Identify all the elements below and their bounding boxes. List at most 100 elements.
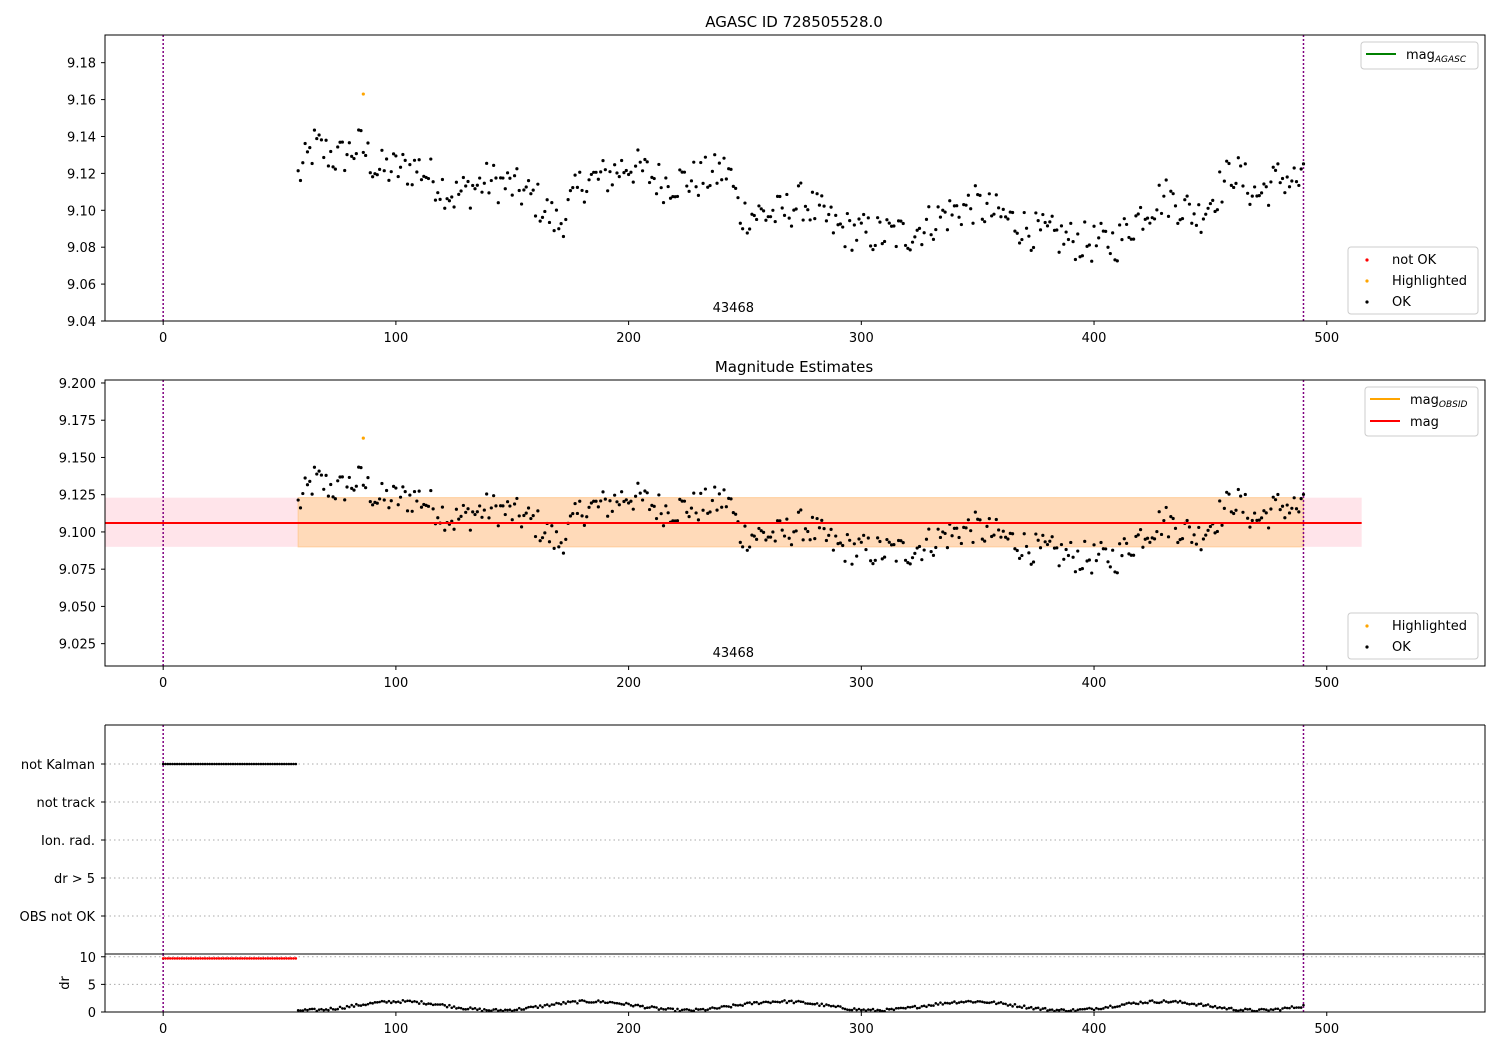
ok-point: [468, 206, 472, 210]
dr-point: [394, 1000, 398, 1004]
ok-point: [992, 212, 996, 216]
dr-point: [601, 999, 605, 1003]
ok-point: [713, 485, 717, 489]
ok-point: [417, 158, 421, 162]
ok-point: [1229, 183, 1233, 187]
ok-point: [533, 534, 538, 539]
dr-point: [1092, 1008, 1096, 1012]
ok-point: [643, 157, 647, 162]
ok-point: [317, 469, 321, 473]
ok-point: [908, 562, 912, 566]
dr-point: [1122, 1003, 1126, 1006]
ok-point: [899, 539, 903, 543]
ok-point: [1090, 571, 1094, 575]
dr-point: [785, 1001, 789, 1005]
ok-point: [375, 173, 379, 177]
ok-point: [922, 231, 926, 235]
ok-point: [815, 516, 819, 521]
dr-point: [334, 1008, 337, 1011]
dr-point: [669, 1007, 672, 1010]
ok-point: [352, 156, 356, 161]
dr-clipped-point: [222, 957, 225, 960]
ok-point: [887, 221, 891, 225]
ok-point: [827, 212, 831, 217]
ok-point: [547, 540, 552, 544]
dr-point: [997, 1001, 1000, 1005]
dr-point: [1150, 999, 1154, 1002]
ok-point: [1010, 532, 1015, 536]
dr-point: [864, 1009, 868, 1013]
ok-point: [771, 208, 775, 212]
dr-point: [606, 1001, 609, 1005]
ok-point: [564, 217, 568, 222]
flag-point: [203, 762, 207, 766]
dr-clipped-point: [257, 957, 260, 960]
ok-point: [317, 133, 321, 137]
dr-point: [745, 1001, 749, 1005]
ok-point: [1104, 229, 1108, 233]
ok-point: [489, 178, 493, 183]
dr-clipped-point: [161, 957, 165, 960]
ok-point: [857, 217, 861, 221]
ok-point: [438, 197, 442, 201]
flag-point: [252, 762, 256, 766]
dr-point: [1046, 1009, 1049, 1012]
dr-point: [992, 1000, 996, 1003]
ok-point: [378, 497, 382, 501]
dr-point: [320, 1007, 323, 1011]
ok-point: [1255, 194, 1259, 198]
dr-point: [825, 1003, 828, 1006]
ok-point: [473, 512, 477, 517]
dr-point: [478, 1007, 481, 1010]
x-tick-label: 300: [849, 1022, 874, 1037]
ok-point: [957, 215, 961, 219]
ok-point: [485, 161, 489, 165]
ok-point: [480, 190, 484, 194]
ok-point: [1115, 259, 1119, 263]
dr-point: [541, 1005, 544, 1009]
dr-point: [459, 1006, 463, 1010]
dr-point: [608, 1000, 612, 1004]
ok-point: [364, 486, 368, 490]
flag-point: [166, 762, 170, 766]
dr-point: [843, 1007, 847, 1011]
ok-point: [701, 181, 705, 185]
dr-point: [839, 1005, 842, 1008]
ok-point: [638, 160, 642, 164]
dr-point: [1283, 1006, 1287, 1009]
ok-point: [629, 170, 633, 174]
dr-point: [766, 1000, 770, 1004]
ok-point: [517, 514, 521, 518]
ok-point: [398, 495, 403, 499]
dr-point: [1013, 1002, 1017, 1006]
dr-point: [1127, 1001, 1131, 1005]
dr-point: [971, 1001, 975, 1004]
dr-point: [1262, 1007, 1266, 1011]
ok-point: [766, 215, 770, 219]
mag-legend-label: mag: [1410, 415, 1439, 430]
ok-point: [415, 170, 419, 174]
ok-point: [512, 174, 517, 178]
dr-point: [776, 1000, 779, 1004]
ok-point: [696, 193, 701, 197]
flag-point: [236, 762, 239, 766]
ok-point: [310, 492, 314, 496]
dr-point: [594, 1000, 598, 1004]
ok-point: [1262, 182, 1266, 186]
ok-point: [310, 161, 314, 166]
dr-clipped-point: [252, 957, 256, 960]
ok-point: [978, 518, 982, 522]
ok-point: [573, 501, 577, 506]
dr-clipped-point: [227, 957, 230, 960]
ok-point: [596, 177, 600, 181]
ok-point: [1266, 203, 1271, 207]
dr-point: [576, 1001, 579, 1005]
x-tick-label: 0: [159, 676, 167, 691]
ok-point: [913, 235, 917, 239]
ok-point: [1227, 492, 1231, 496]
ok-point: [1001, 529, 1005, 533]
dr-point: [1125, 1002, 1128, 1005]
dr-point: [1248, 1007, 1252, 1011]
dr-clipped-point: [266, 957, 270, 960]
ok-point: [1034, 211, 1038, 215]
